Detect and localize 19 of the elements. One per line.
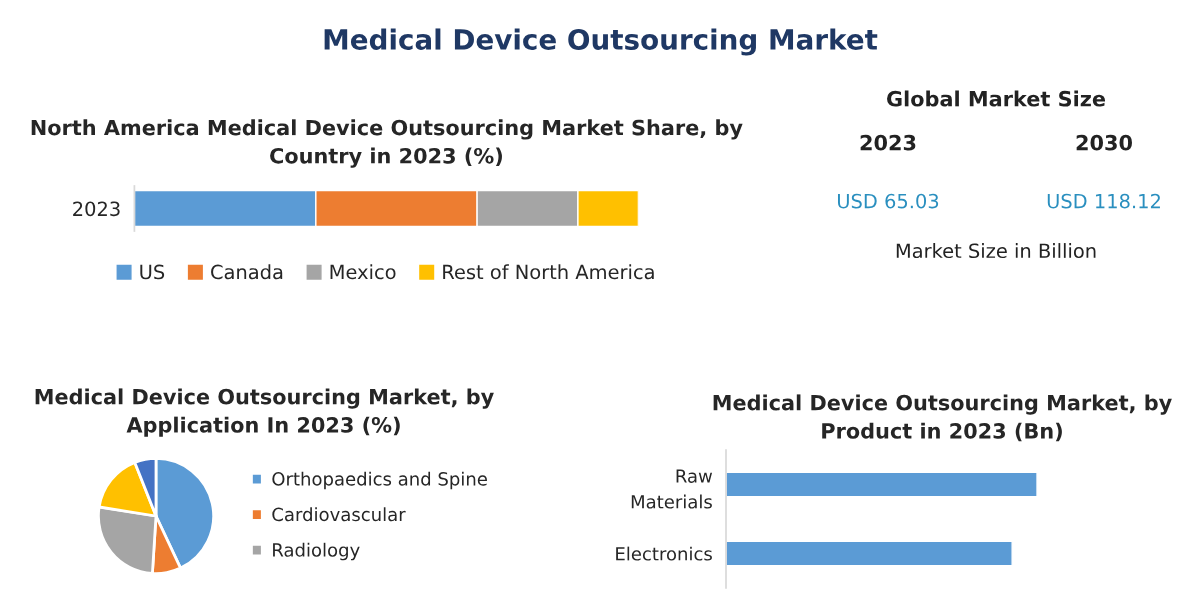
legend-label: US [140, 264, 165, 280]
legend-label: Orthopaedics and Spine [272, 471, 487, 490]
chart-title: North America Medical Device Outsourcing Market Share, by Country in 2023 (%) [31, 119, 743, 168]
legend-label: Radiology [273, 542, 360, 561]
y-tick-label: Electronics [616, 546, 712, 561]
text: Market Size in Billion [896, 243, 1096, 259]
text: Global Market Size [887, 90, 1106, 107]
text: USD 118.12 [1047, 193, 1160, 209]
chart-title: Medical Device Outsourcing Market, by Product in 2023 (Bn) [713, 394, 1172, 442]
text: USD 65.03 [837, 193, 939, 209]
legend-label: Rest of North America [443, 264, 654, 280]
legend-label: Cardiovascular [272, 507, 406, 522]
text: Medical Device Outsourcing Market [324, 28, 878, 56]
text: 2023 [73, 201, 120, 217]
legend-label: Mexico [330, 264, 396, 280]
chart-title: Medical Device Outsourcing Market, by Application In 2023 (%) [35, 388, 494, 437]
text: 2030 [1076, 134, 1132, 151]
legend-label: Canada [211, 264, 283, 280]
y-tick-label: Raw Materials [631, 469, 713, 509]
